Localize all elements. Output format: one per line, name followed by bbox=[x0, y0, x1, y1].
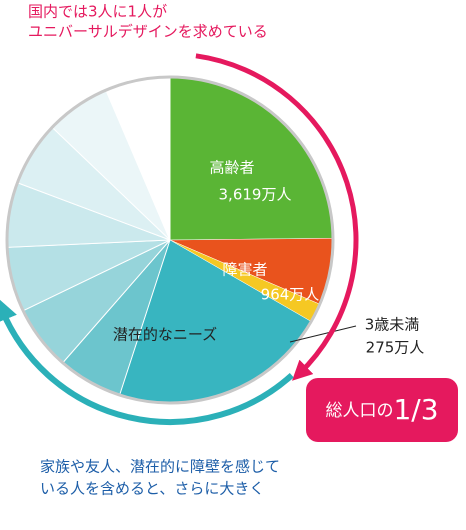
value-label: 3,619万人 bbox=[219, 186, 292, 204]
category-label: 障害者 bbox=[222, 261, 267, 279]
value-label: 275万人 bbox=[366, 339, 425, 357]
badge-text: 総人口の1/3 bbox=[325, 393, 438, 426]
leader-line bbox=[289, 325, 357, 343]
caption-top: 国内では3人に1人が bbox=[28, 3, 167, 21]
needs-label: 潜在的なニーズ bbox=[113, 326, 217, 344]
value-label: 964万人 bbox=[261, 286, 320, 304]
badge-fraction: 1/3 bbox=[393, 393, 438, 426]
arrow-teal bbox=[0, 297, 294, 425]
caption-bottom: 家族や友人、潜在的に障壁を感じて bbox=[40, 458, 280, 476]
caption-bottom: いる人を含めると、さらに大きく bbox=[40, 480, 264, 498]
badge bbox=[306, 378, 458, 442]
pie bbox=[5, 75, 335, 405]
category-label: 高齢者 bbox=[209, 159, 254, 177]
category-label: 3歳未満 bbox=[365, 316, 420, 334]
pie-border bbox=[5, 75, 335, 405]
caption-top: ユニバーサルデザインを求めている bbox=[28, 23, 268, 41]
badge-prefix: 総人口の bbox=[325, 401, 393, 421]
arrow-pink bbox=[195, 53, 359, 381]
